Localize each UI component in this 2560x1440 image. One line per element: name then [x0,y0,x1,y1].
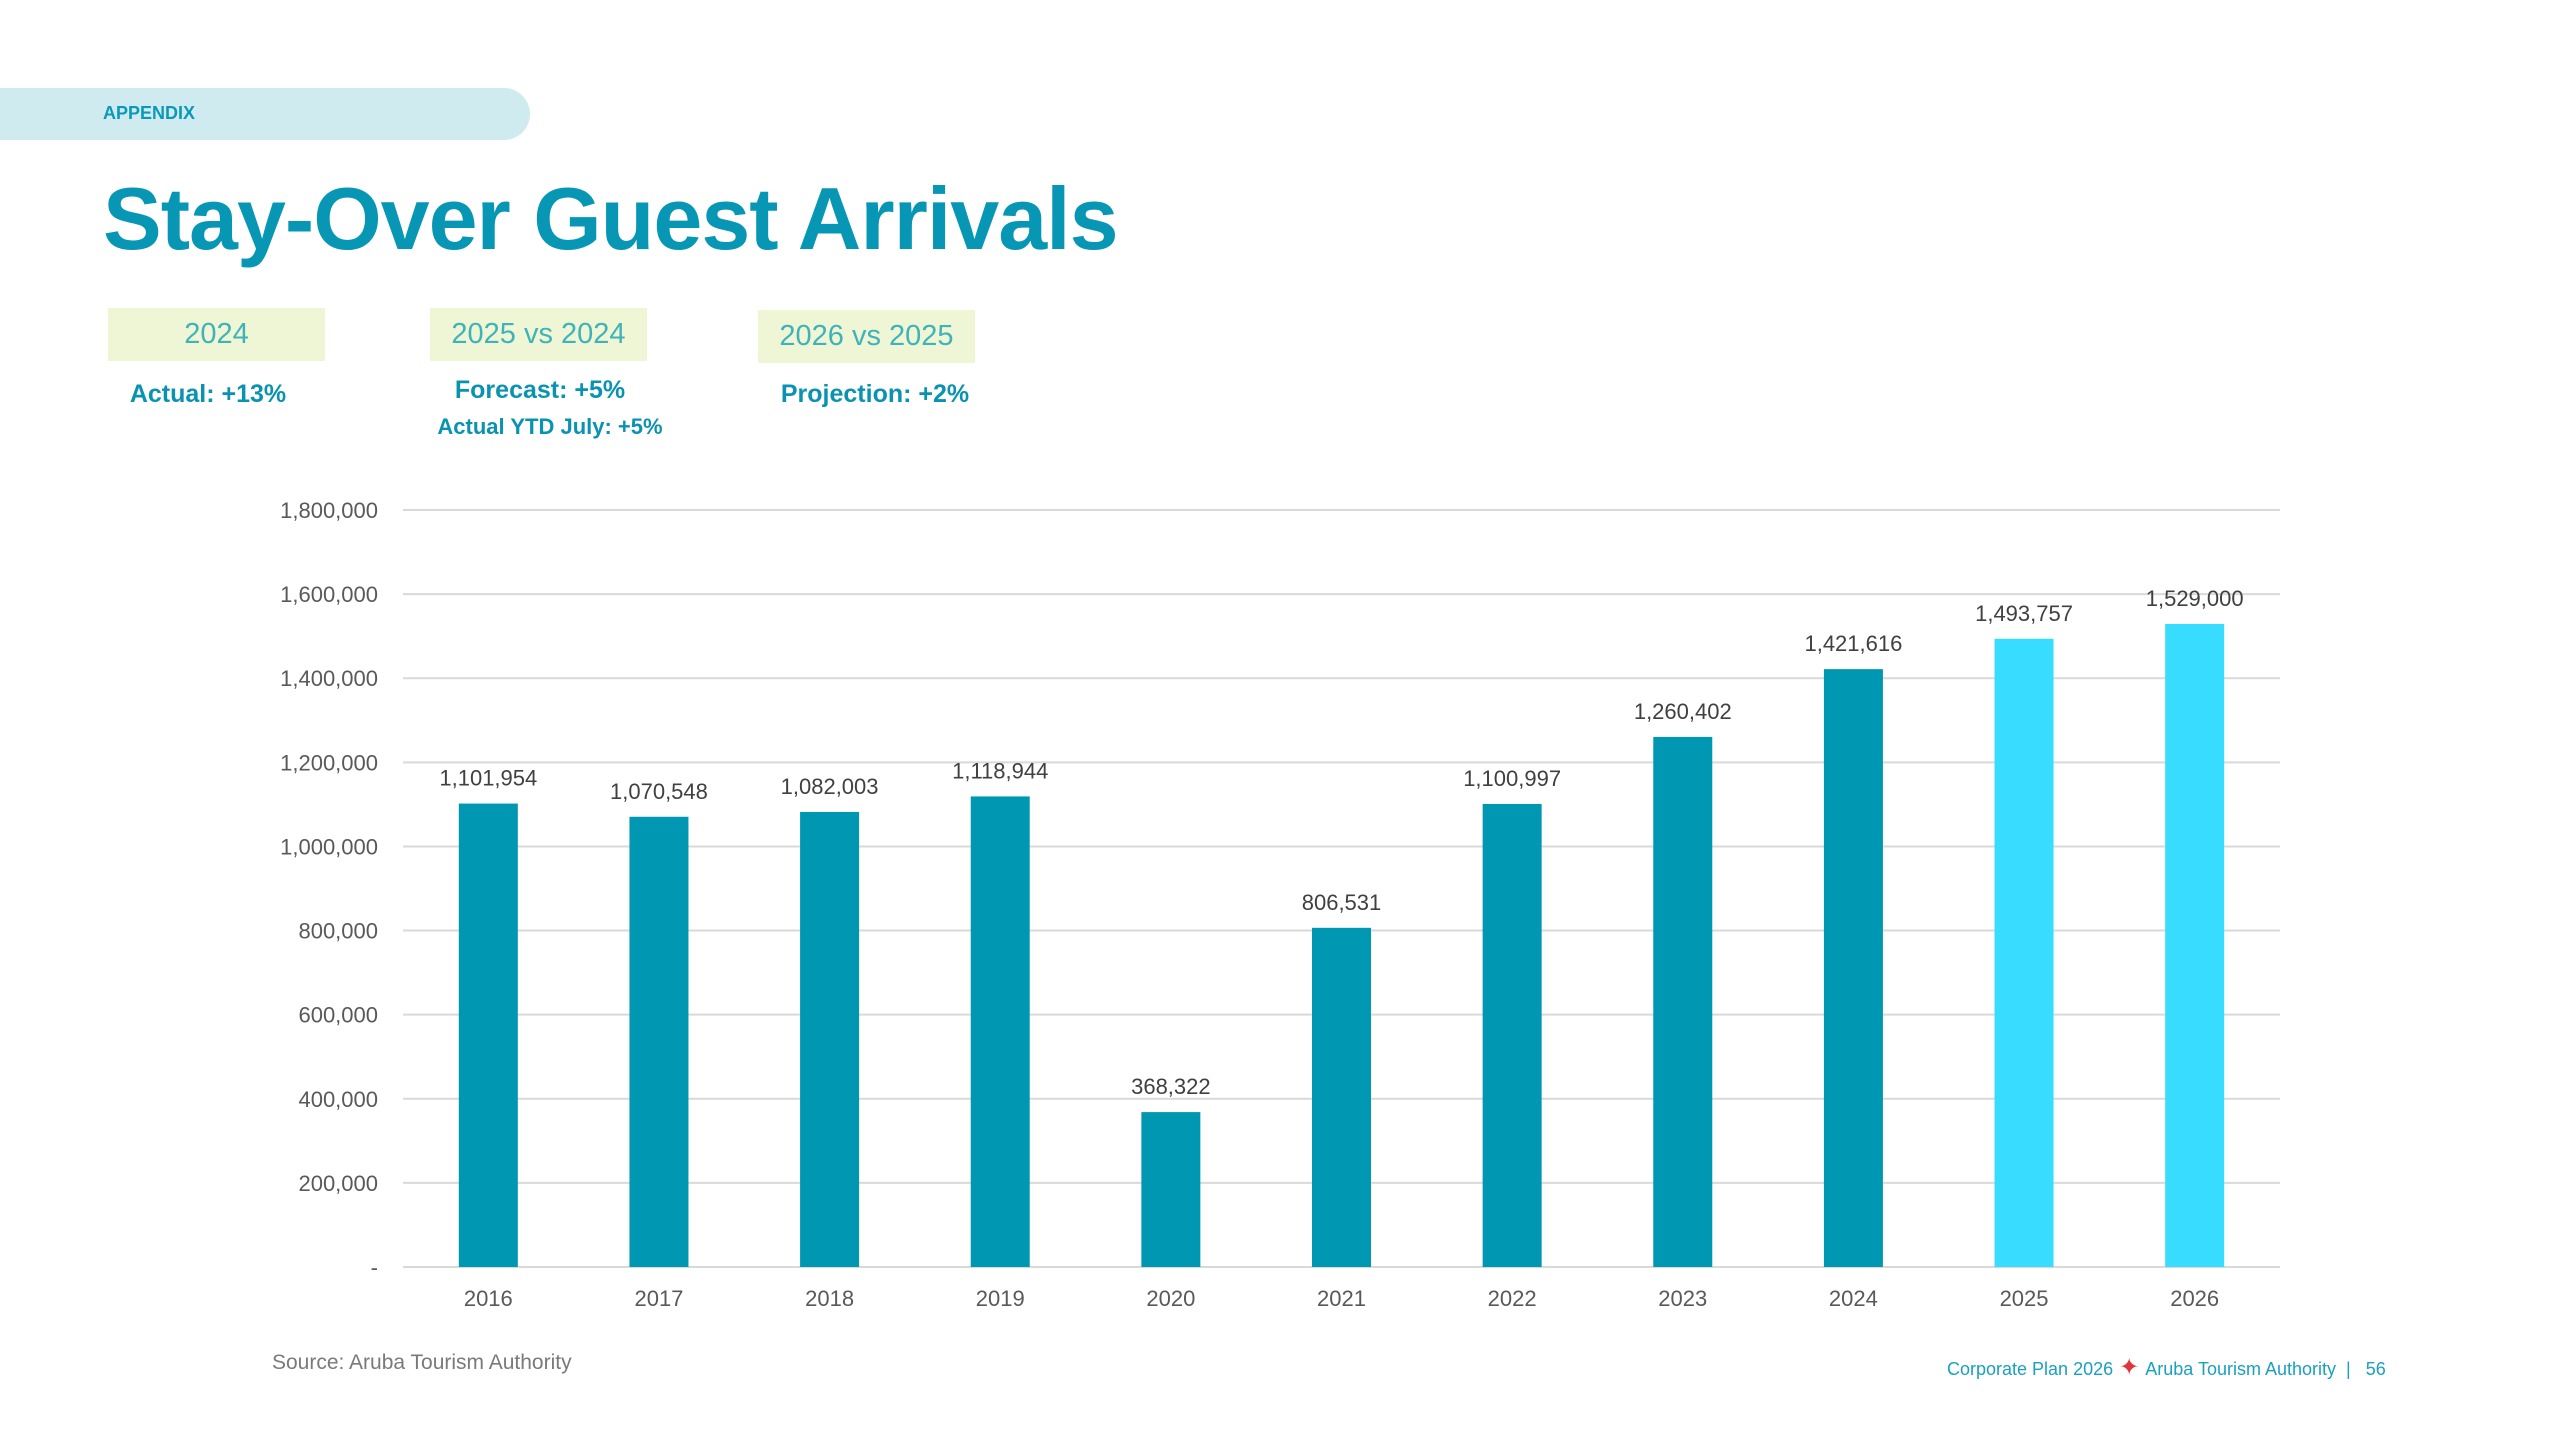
x-tick-label: 2018 [805,1286,854,1311]
x-tick-label: 2016 [464,1286,513,1311]
y-tick-label: 1,600,000 [280,582,378,607]
data-label: 1,421,616 [1804,631,1902,656]
bar-2022 [1482,803,1542,1267]
y-tick-label: 1,000,000 [280,834,378,859]
kpi-value-2024: Actual: +13% [129,380,287,408]
y-tick-label: 600,000 [298,1003,378,1028]
footer-separator: | [2346,1359,2351,1379]
bar-2026 [2165,623,2225,1267]
bar-2016 [458,803,518,1267]
x-tick-label: 2023 [1658,1286,1707,1311]
data-label: 1,529,000 [2146,586,2244,611]
bar-2023 [1653,736,1713,1267]
x-tick-label: 2020 [1146,1286,1195,1311]
y-tick-label: 200,000 [298,1171,378,1196]
bar-2021 [1312,927,1371,1267]
x-tick-label: 2022 [1488,1286,1537,1311]
x-tick-label: 2026 [2170,1286,2219,1311]
data-label: 1,082,003 [781,774,879,799]
page-number: 56 [2365,1359,2386,1379]
section-tag-label: APPENDIX [103,103,196,123]
data-label: 1,070,548 [610,779,708,804]
bar-2018 [800,811,860,1267]
y-tick-label: 1,400,000 [280,666,378,691]
x-tick-label: 2017 [634,1286,683,1311]
data-label: 1,101,954 [439,766,537,791]
kpi-value-2025-ytd: Actual YTD July: +5% [437,414,663,439]
kpi-value-2026: Projection: +2% [780,380,970,408]
data-label: 368,322 [1131,1074,1211,1099]
footer-org: Aruba Tourism Authority [2145,1359,2336,1379]
bar-2017 [629,816,689,1267]
kpi-value-2025-forecast: Forecast: +5% [454,376,626,404]
data-label: 1,493,757 [1975,601,2073,626]
bar-2025 [1994,638,2054,1267]
kpi-label-2025: 2025 vs 2024 [430,308,647,361]
y-tick-label: 1,800,000 [280,498,378,523]
data-label: 1,260,402 [1634,699,1732,724]
x-tick-label: 2024 [1829,1286,1878,1311]
x-tick-label: 2025 [2000,1286,2049,1311]
page-title: Stay-Over Guest Arrivals [103,169,1119,268]
star-icon: ✦ [2119,1354,2140,1381]
kpi-label-2024: 2024 [108,308,325,361]
footer: Corporate Plan 2026 ✦ Aruba Tourism Author… [1947,1353,2386,1382]
y-tick-label: 1,200,000 [280,750,378,775]
data-label: 1,118,944 [952,758,1048,783]
y-tick-label: 800,000 [298,919,378,944]
y-tick-label: 400,000 [298,1087,378,1112]
y-tick-label: - [371,1255,378,1280]
data-label: 806,531 [1302,890,1382,915]
footer-plan: Corporate Plan 2026 [1947,1359,2114,1379]
bar-2024 [1823,669,1883,1267]
data-label: 1,100,997 [1463,766,1561,791]
kpi-label-2026: 2026 vs 2025 [758,310,975,363]
section-tag: APPENDIX [0,88,530,140]
source-note: Source: Aruba Tourism Authority [272,1351,572,1374]
x-tick-label: 2019 [976,1286,1025,1311]
bar-2019 [970,796,1030,1267]
x-tick-label: 2021 [1317,1286,1366,1311]
bar-2020 [1141,1112,1201,1267]
